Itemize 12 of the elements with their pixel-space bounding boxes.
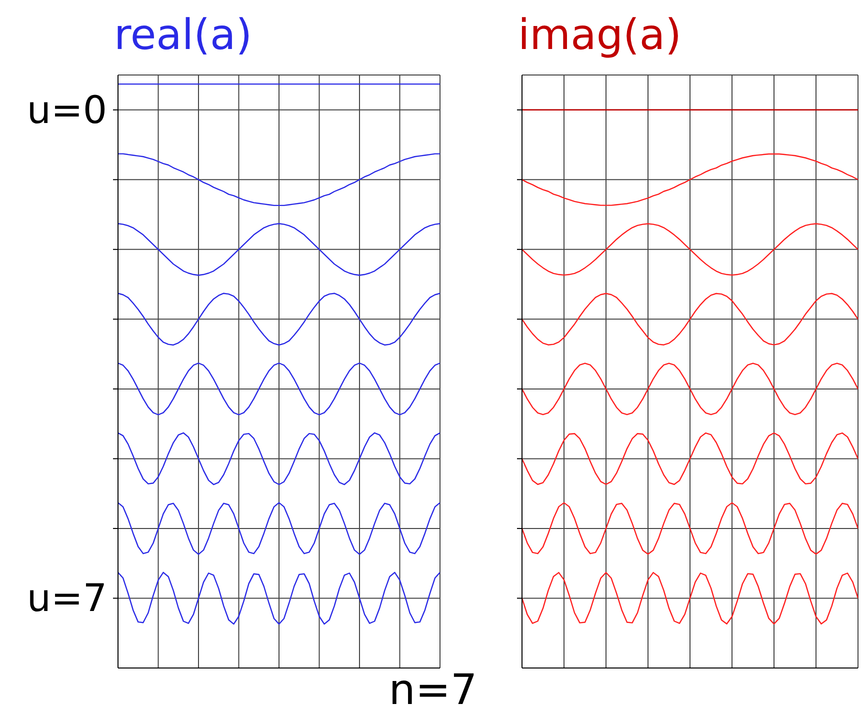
annotation: n=7	[388, 665, 478, 714]
y-tick-label: u=0	[26, 88, 107, 132]
line-series	[118, 432, 440, 486]
chart-title: real(a)	[114, 10, 252, 60]
y-tick-label: u=7	[26, 576, 107, 620]
line-series	[118, 153, 440, 206]
line-series	[118, 292, 440, 346]
line-series	[118, 223, 440, 276]
chart-title: imag(a)	[518, 10, 682, 60]
line-series	[118, 362, 440, 416]
line-series	[118, 502, 440, 555]
line-series	[118, 572, 440, 625]
